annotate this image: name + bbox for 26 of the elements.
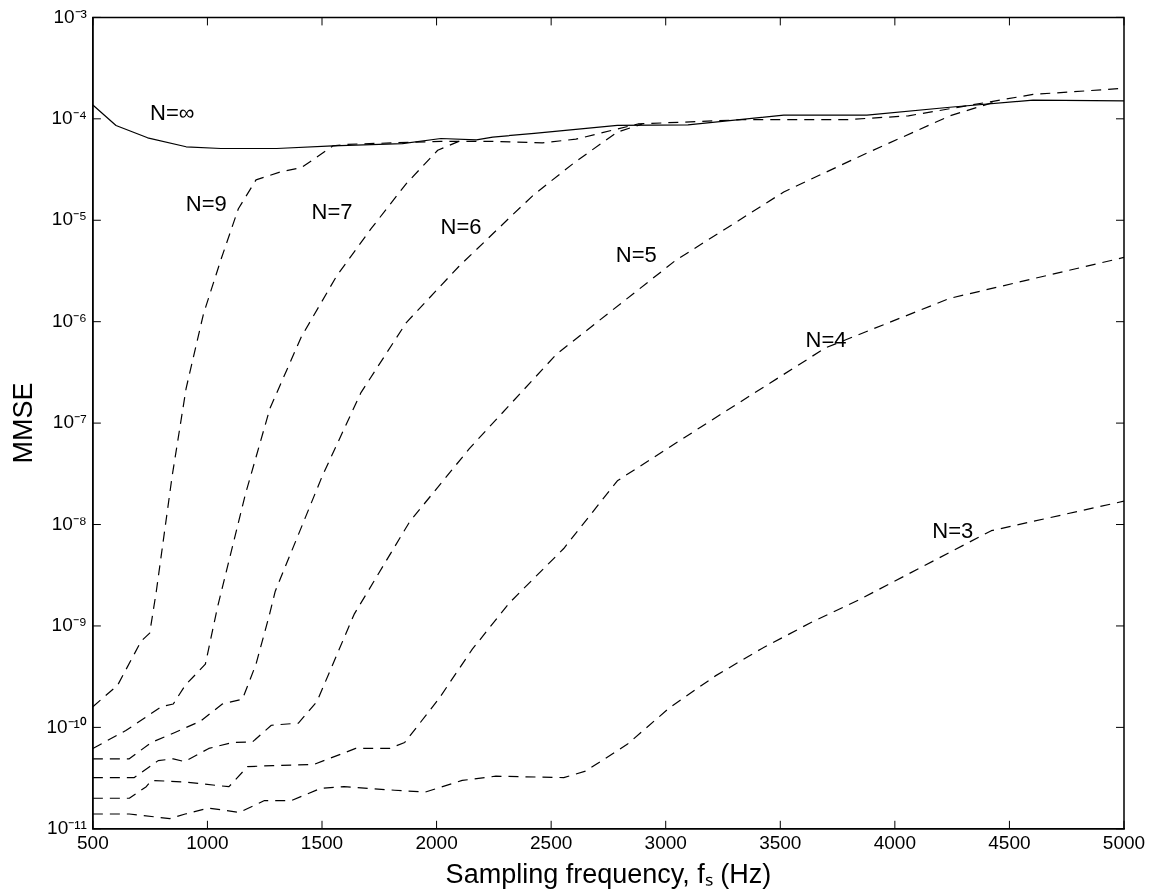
- y-tick-label: 10⁻³: [53, 5, 87, 27]
- y-tick-label: 10⁻⁴: [51, 107, 87, 129]
- y-tick-label: 10⁻⁶: [51, 309, 87, 331]
- x-tick-label: 1000: [186, 832, 229, 854]
- series-label: N=9: [185, 190, 227, 216]
- series-label: N=5: [615, 242, 657, 268]
- y-tick-label: 10⁻¹⁰: [46, 715, 87, 737]
- x-tick-label: 3500: [759, 832, 802, 854]
- x-tick-label: 5000: [1102, 832, 1146, 854]
- series-label: N=6: [440, 213, 482, 239]
- series-label: N=7: [311, 199, 353, 225]
- series-label: N=∞: [150, 100, 195, 126]
- series-label: N=3: [932, 517, 974, 543]
- x-axis-title: Sampling frequency, fₛ (Hz): [445, 859, 772, 890]
- y-tick-label: 10⁻⁹: [51, 614, 87, 636]
- series-label: N=4: [805, 327, 847, 353]
- x-tick-label: 4000: [873, 832, 916, 854]
- y-tick-label: 10⁻⁵: [51, 208, 87, 230]
- y-tick-label: 10⁻⁷: [52, 411, 87, 433]
- y-axis-title: MMSE: [7, 382, 38, 464]
- x-tick-label: 2500: [530, 832, 573, 854]
- y-tick-label: 10⁻⁸: [51, 512, 87, 534]
- x-tick-label: 2000: [415, 832, 458, 854]
- x-tick-label: 1500: [300, 832, 344, 854]
- x-tick-label: 4500: [988, 832, 1031, 854]
- x-tick-label: 3000: [644, 832, 687, 854]
